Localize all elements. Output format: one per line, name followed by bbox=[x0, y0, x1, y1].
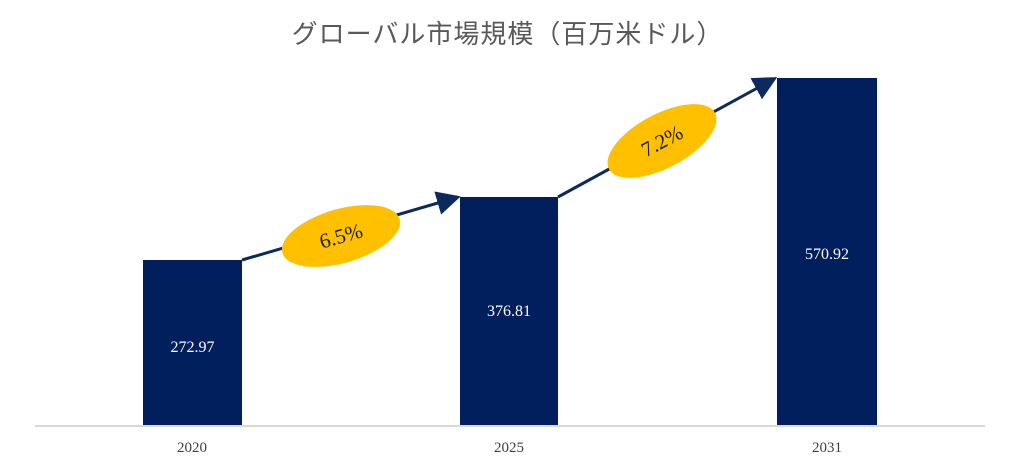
bar-2031: 570.92 bbox=[777, 78, 877, 426]
x-tick-2025: 2025 bbox=[494, 440, 524, 456]
bar-value-label: 570.92 bbox=[805, 246, 849, 263]
bar-2025: 376.81 bbox=[460, 197, 558, 426]
bar-value-label: 272.97 bbox=[170, 339, 215, 356]
x-tick-2031: 2031 bbox=[812, 440, 842, 456]
bar-value-label: 376.81 bbox=[487, 303, 531, 320]
cagr-badge-2: 7.2% bbox=[607, 104, 717, 178]
bar-2020: 272.97 bbox=[143, 260, 242, 426]
cagr-badge-1: 6.5% bbox=[281, 205, 401, 267]
chart-title: グローバル市場規模（百万米ドル） bbox=[291, 20, 724, 49]
x-tick-2020: 2020 bbox=[177, 440, 207, 456]
x-axis-line bbox=[35, 425, 985, 427]
